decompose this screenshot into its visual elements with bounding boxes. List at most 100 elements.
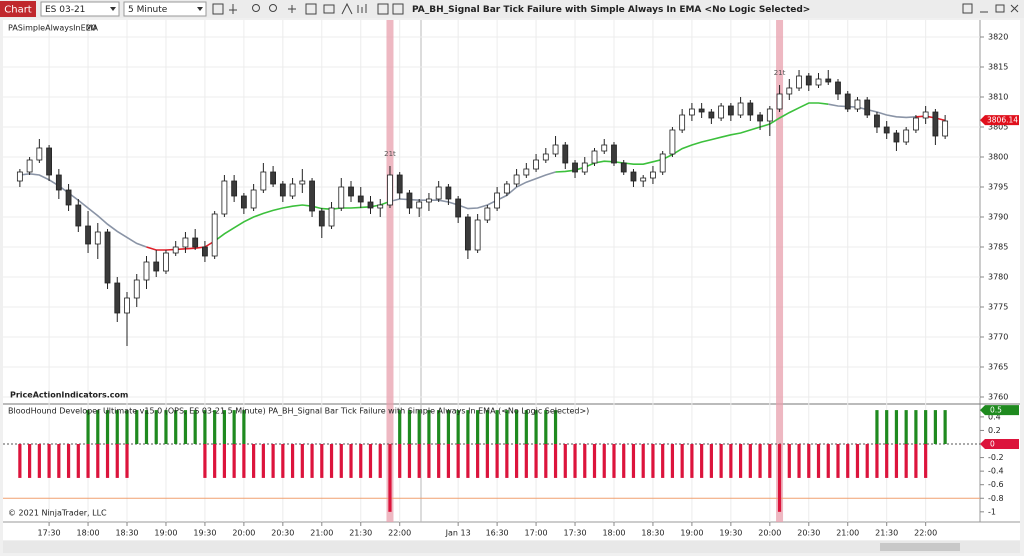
drawing-icon[interactable] — [229, 4, 237, 14]
x-tick-label: 18:00 — [77, 529, 100, 538]
signal-bar — [933, 410, 937, 445]
signal-bar — [378, 444, 382, 478]
candle-body — [46, 147, 52, 176]
signal-bar — [534, 410, 538, 445]
candle-body — [766, 108, 773, 122]
signal-bar — [417, 444, 421, 478]
window-icon[interactable] — [962, 3, 973, 14]
interval[interactable]: 5 Minute — [128, 5, 168, 15]
signal-bar — [125, 444, 129, 478]
signal-bar — [222, 444, 227, 478]
lower-panel-title: BloodHound Developer Ultimate v15.0 (OPS… — [8, 407, 589, 416]
properties-icon[interactable] — [305, 3, 317, 15]
y-tick-label: 3760 — [988, 393, 1008, 402]
candle-body — [75, 204, 82, 227]
signal-bar — [544, 444, 548, 478]
signal-bar — [310, 444, 314, 478]
crosshair-icon[interactable] — [288, 5, 296, 13]
candle-body — [942, 120, 949, 137]
signal-bar — [495, 444, 499, 478]
candle-body — [864, 99, 871, 116]
signal-bar — [66, 444, 71, 478]
signal-bar — [592, 444, 597, 478]
scrollbar[interactable] — [3, 541, 1020, 553]
candle-body — [16, 171, 23, 182]
candle-body — [932, 111, 939, 137]
signal-bar — [524, 444, 528, 478]
bar-type-icon[interactable] — [212, 3, 224, 15]
templates-icon[interactable] — [323, 4, 335, 14]
y-tick-label: -0.6 — [988, 480, 1004, 489]
indicators-icon[interactable] — [357, 4, 367, 13]
signal-bar — [213, 410, 217, 445]
chart-button-label[interactable]: Chart — [4, 5, 32, 16]
candle-body — [913, 117, 919, 131]
x-tick-label: 20:30 — [797, 529, 820, 538]
last-value-tag — [980, 439, 1019, 450]
signal-bar — [115, 410, 119, 445]
signal-bar — [281, 444, 285, 478]
candle-body — [718, 105, 725, 119]
snapshot-icon[interactable] — [377, 3, 389, 15]
instrument-box[interactable] — [40, 1, 120, 17]
y-tick-label: 3775 — [988, 303, 1008, 312]
y-tick-label: -0.2 — [988, 453, 1004, 462]
signal-bar — [96, 410, 100, 445]
x-tick-label: 22:00 — [914, 529, 937, 538]
signal-label: 21t — [384, 150, 396, 158]
candle-body — [835, 81, 841, 95]
signal-bar — [427, 444, 431, 478]
candle-body — [552, 144, 559, 155]
candle-body — [143, 261, 150, 281]
zoom-in-icon[interactable] — [252, 4, 260, 12]
signal-bar — [242, 410, 246, 445]
candle-body — [26, 159, 33, 173]
signal-bar — [680, 444, 684, 478]
scrollbar-thumb[interactable] — [880, 543, 960, 551]
signal-bar — [466, 410, 470, 445]
signal-bar — [271, 444, 275, 478]
signal-bar — [359, 444, 363, 478]
strategies-icon[interactable] — [341, 2, 353, 15]
signal-bar — [368, 444, 373, 478]
candle-body — [250, 189, 257, 209]
instrument[interactable]: ES 03-21 — [45, 5, 85, 15]
interval-box[interactable] — [123, 1, 207, 17]
y-tick-label: 3815 — [988, 63, 1008, 72]
data-box-icon[interactable] — [392, 3, 404, 15]
signal-bar — [115, 444, 119, 478]
y-tick-label: -0.4 — [988, 467, 1004, 476]
signal-bar — [651, 444, 655, 478]
signal-bar — [485, 410, 489, 445]
signal-bar — [476, 444, 480, 478]
candle-body — [260, 171, 267, 191]
signal-bar — [826, 444, 830, 478]
close-icon[interactable] — [1010, 4, 1019, 13]
ema-line — [19, 172, 147, 248]
signal-bar — [846, 444, 850, 478]
plot-area — [3, 20, 980, 522]
signal-bar — [105, 444, 110, 478]
y-tick-label: 3770 — [988, 333, 1008, 342]
signal-bar — [914, 444, 918, 478]
candle-body — [630, 171, 637, 182]
signal-bar — [174, 410, 178, 445]
candle-body — [65, 189, 72, 206]
candle-body — [669, 129, 676, 155]
zoom-out-icon[interactable] — [269, 4, 277, 12]
signal-bar — [86, 444, 90, 478]
signal-bar — [836, 444, 840, 478]
chart-button[interactable] — [0, 1, 36, 17]
indicator-label: PASimpleAlwaysInEMA — [8, 24, 99, 33]
signal-bar — [407, 444, 412, 478]
ema-line — [828, 103, 916, 119]
candle-body — [542, 153, 549, 161]
candle-body — [796, 75, 802, 89]
candle-body — [601, 144, 608, 152]
signal-bar — [203, 410, 207, 445]
maximize-icon[interactable] — [995, 4, 1005, 13]
signal-bar — [485, 444, 489, 478]
signal-bar — [388, 444, 392, 512]
signal-bar — [427, 410, 431, 445]
signal-bar — [631, 444, 636, 478]
